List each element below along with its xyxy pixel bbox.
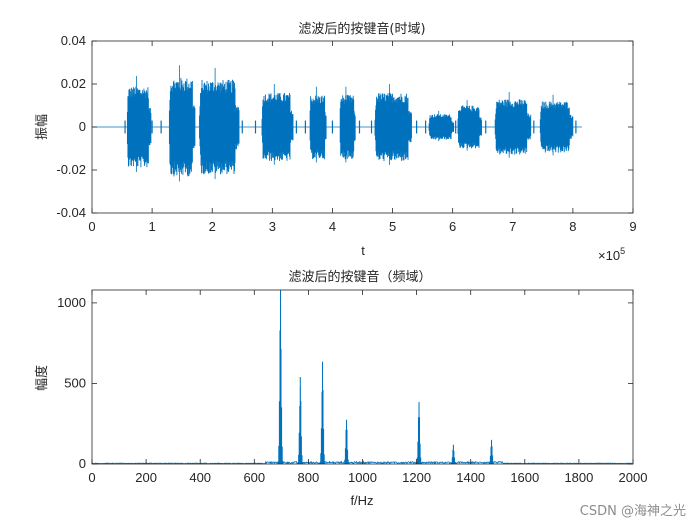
chart1-ytick-label: 0 — [79, 119, 86, 134]
chart1-burst-9 — [494, 99, 532, 155]
chart2-xtick-label: 0 — [88, 470, 95, 485]
chart2-xtick-label: 600 — [243, 470, 265, 485]
chart1-xtick-label: 3 — [269, 219, 276, 234]
chart1-ytick-label: 0.02 — [61, 76, 86, 91]
chart1-ytick-label: -0.02 — [56, 162, 86, 177]
chart2-xtick-label: 1000 — [348, 470, 377, 485]
chart2-spectrum-series — [91, 290, 634, 465]
chart2-xtick-label: 1600 — [510, 470, 539, 485]
chart1-y-axis: 0.04 0.02 0 -0.02 -0.04 — [56, 33, 633, 220]
chart1-xtick-label: 5 — [389, 219, 396, 234]
chart2-plot-box — [91, 289, 634, 465]
chart1-xtick-label: 0 — [88, 219, 95, 234]
chart2-title: 滤波后的按键音（频域） — [288, 269, 431, 285]
chart2-xtick-label: 2000 — [619, 470, 648, 485]
chart2-xtick-label: 1800 — [564, 470, 593, 485]
chart1-title: 滤波后的按键音(时域) — [298, 21, 425, 37]
chart1-ytick-label: -0.04 — [56, 205, 86, 220]
chart1-burst-6 — [374, 92, 412, 162]
chart1-x-exponent-base: ×10 — [598, 248, 620, 263]
chart1-xtick-label: 8 — [569, 219, 576, 234]
chart1-burst-10 — [539, 101, 574, 153]
chart2-ytick-label: 0 — [79, 456, 86, 471]
chart2-x-label: f/Hz — [350, 493, 373, 508]
chart1-burst-7 — [428, 114, 455, 140]
chart2-ytick-label: 500 — [64, 375, 86, 390]
chart1-xtick-label: 1 — [148, 219, 155, 234]
chart1-signal-series — [92, 65, 582, 182]
chart2-y-label: 幅度 — [34, 365, 50, 391]
chart1-burst-4 — [309, 95, 327, 160]
chart1-x-axis: 0 1 2 3 4 5 6 7 8 9 — [88, 41, 637, 234]
chart2-ytick-label: 1000 — [57, 295, 86, 310]
chart1-x-label: t — [361, 243, 365, 258]
chart2-xtick-label: 800 — [298, 470, 320, 485]
time-domain-chart: 滤波后的按键音(时域) 0 1 2 3 4 5 6 7 8 9 0.04 0.02 0 -0.02 -0.… — [35, 21, 637, 263]
chart1-burst-5 — [339, 94, 356, 160]
chart1-burst-2 — [199, 79, 240, 175]
chart2-xtick-label: 200 — [135, 470, 157, 485]
chart1-xtick-label: 6 — [449, 219, 456, 234]
chart2-x-axis: 0 200 400 600 800 1000 1200 1400 1600 1800 2000 — [88, 290, 647, 485]
frequency-domain-chart: 滤波后的按键音（频域） 0 200 400 600 800 1000 1200 1400 160… — [34, 269, 647, 508]
chart1-xtick-label: 2 — [209, 219, 216, 234]
chart1-y-label: 振幅 — [35, 114, 50, 140]
chart2-xtick-label: 1200 — [402, 470, 431, 485]
chart1-burst-8 — [457, 105, 482, 149]
chart1-x-exponent: ×105 — [598, 246, 625, 263]
chart1-x-exponent-power: 5 — [620, 246, 625, 256]
chart2-xtick-label: 400 — [189, 470, 211, 485]
chart1-burst-0 — [126, 86, 152, 168]
chart1-xtick-label: 9 — [629, 219, 636, 234]
chart1-burst-1 — [168, 78, 196, 177]
chart1-burst-3 — [261, 93, 294, 161]
watermark: CSDN @海神之光 — [579, 504, 686, 519]
chart1-ytick-label: 0.04 — [61, 33, 86, 48]
chart1-xtick-label: 7 — [509, 219, 516, 234]
chart1-xtick-label: 4 — [329, 219, 336, 234]
chart2-xtick-label: 1400 — [456, 470, 485, 485]
chart2-y-axis: 0 500 1000 — [57, 295, 633, 471]
